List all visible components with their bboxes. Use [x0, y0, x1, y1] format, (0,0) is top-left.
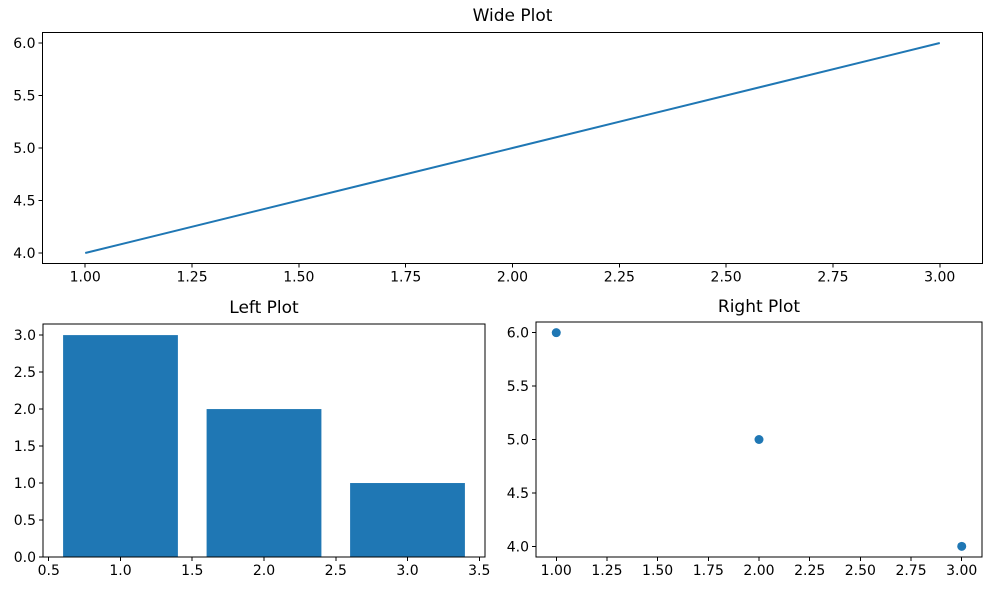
x-tick-label: 2.50 [711, 270, 742, 286]
x-tick-label: 1.75 [693, 563, 724, 579]
y-tick-label: 1.0 [14, 476, 36, 492]
subplot-right-plot: 1.00 1.25 1.50 1.75 2.00 2.25 2.50 2.75 3.00 4.0 4… [507, 321, 983, 579]
y-tick-label: 4.0 [13, 246, 35, 262]
y-tick-label: 4.5 [13, 194, 35, 210]
x-tick-label: 1.25 [591, 563, 622, 579]
x-tick-label: 3.00 [924, 270, 955, 286]
y-tick-label: 6.0 [507, 326, 529, 342]
bar [63, 335, 178, 557]
y-tick-label: 3.0 [14, 328, 36, 344]
x-tick-label: 2.00 [743, 563, 774, 579]
x-tick-label: 2.00 [497, 270, 528, 286]
x-tick-label: 2.25 [604, 270, 635, 286]
x-tick-label: 2.75 [895, 563, 926, 579]
x-tick-label: 2.5 [325, 563, 347, 579]
y-tick-label: 6.0 [13, 36, 35, 52]
bar [350, 483, 465, 557]
x-tick-label: 2.50 [845, 563, 876, 579]
x-tick-label: 0.5 [38, 563, 60, 579]
subplot-left-plot: 0.5 1.0 1.5 2.0 2.5 3.0 3.50.00.51.01.52.02.53… [14, 323, 490, 579]
y-tick-label: 5.0 [13, 141, 35, 157]
wide-plot-title: Wide Plot [473, 6, 553, 26]
x-tick-label: 1.5 [181, 563, 203, 579]
y-tick-label: 2.5 [14, 365, 36, 381]
x-tick-label: 2.75 [817, 270, 848, 286]
scatter-point [957, 541, 967, 551]
x-tick-label: 1.00 [541, 563, 572, 579]
x-tick-label: 1.25 [176, 270, 207, 286]
x-tick-label: 3.5 [468, 563, 490, 579]
x-tick-label: 1.50 [283, 270, 314, 286]
y-tick-label: 1.5 [14, 439, 36, 455]
subplot-wide-plot: 1.00 1.25 1.50 1.75 2.00 2.25 2.50 2.75 3.00 4.0 4… [13, 32, 983, 286]
x-tick-label: 2.25 [794, 563, 825, 579]
bar [206, 409, 322, 557]
x-tick-label: 1.75 [390, 270, 421, 286]
y-tick-label: 5.5 [507, 379, 529, 395]
y-tick-label: 4.5 [507, 486, 529, 502]
x-tick-label: 3.00 [946, 563, 977, 579]
line-series [84, 42, 941, 254]
x-tick-label: 2.0 [253, 563, 275, 579]
scatter-point [754, 435, 764, 444]
y-tick-label: 5.0 [507, 433, 529, 449]
x-tick-label: 1.00 [70, 270, 101, 286]
y-tick-label: 4.0 [507, 539, 529, 555]
y-tick-label: 5.5 [13, 89, 35, 105]
y-tick-label: 0.5 [14, 513, 36, 529]
x-tick-label: 3.0 [396, 563, 418, 579]
right-plot-title: Right Plot [718, 297, 801, 317]
y-tick-label: 0.0 [14, 550, 36, 566]
y-tick-label: 2.0 [14, 402, 36, 418]
left-plot-title: Left Plot [229, 298, 299, 318]
x-tick-label: 1.0 [109, 563, 131, 579]
x-tick-label: 1.50 [642, 563, 673, 579]
scatter-point [551, 328, 561, 338]
